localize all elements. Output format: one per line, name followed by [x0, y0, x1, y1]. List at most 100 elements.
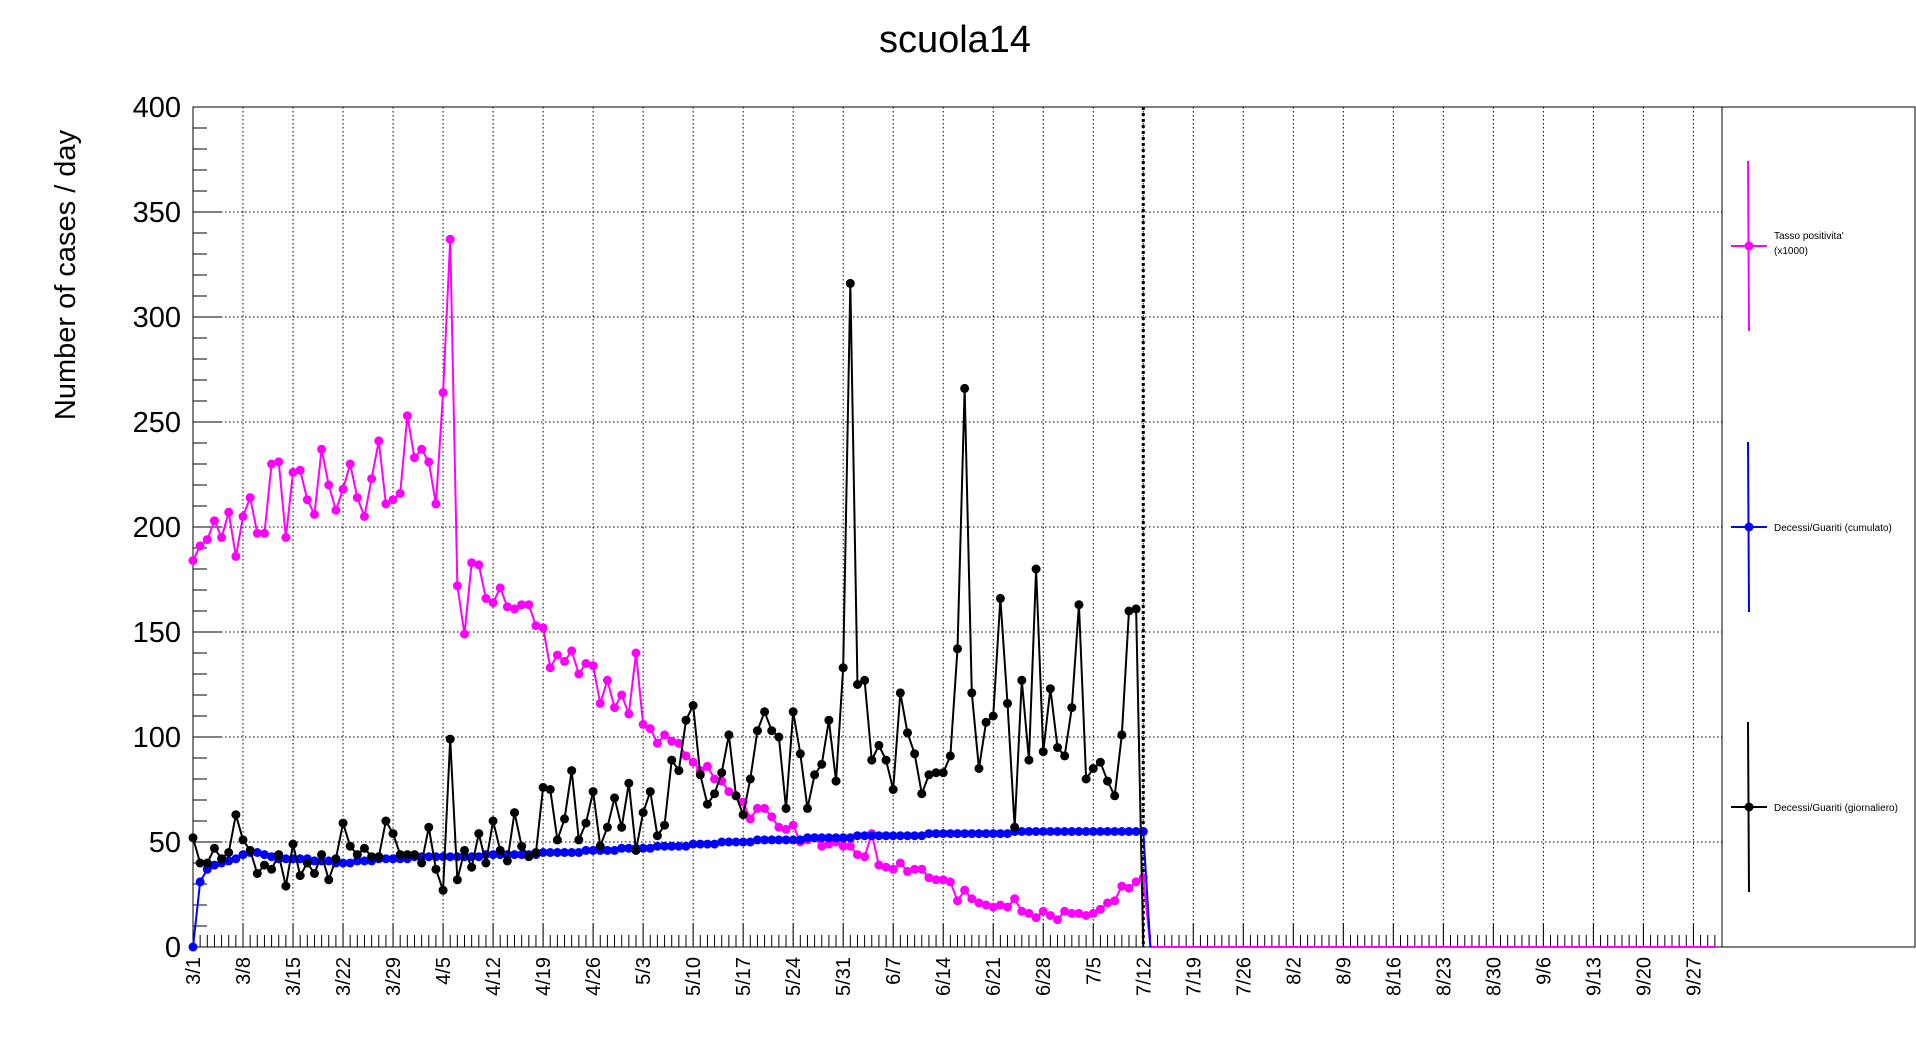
data-point [517, 841, 527, 851]
data-point [788, 707, 798, 717]
data-point [617, 690, 627, 700]
data-point [588, 845, 598, 855]
data-point [481, 858, 491, 868]
data-point [259, 860, 269, 870]
data-point [1031, 564, 1041, 574]
data-point [552, 835, 562, 845]
data-point [738, 837, 748, 847]
x-tick-label: 6/7 [883, 957, 905, 985]
x-tick-label: 5/3 [633, 957, 655, 985]
legend-item: Decessi/Guariti (cumulato) [1731, 441, 1892, 613]
data-point [867, 755, 877, 765]
x-tick-label: 6/21 [983, 957, 1005, 996]
data-point [645, 843, 655, 853]
data-point [381, 816, 391, 826]
data-point [1117, 730, 1127, 740]
data-point [867, 831, 877, 841]
x-tick-label: 3/29 [383, 957, 405, 996]
data-point [1124, 883, 1134, 893]
data-point [574, 835, 584, 845]
axes: 0 50 100 150 200 250 300 350 400 3/1 3/8 3/15 3/22 3/… [133, 92, 1723, 996]
data-point [902, 831, 912, 841]
data-point [567, 646, 577, 656]
data-point [688, 701, 698, 710]
data-point [274, 850, 284, 860]
data-point [910, 831, 920, 841]
x-tick-label: 7/12 [1133, 957, 1155, 996]
data-point [388, 495, 398, 505]
data-point [845, 841, 855, 851]
data-point [924, 770, 934, 780]
data-point [424, 852, 434, 862]
data-point [1060, 827, 1070, 836]
data-point [824, 839, 834, 849]
data-point [317, 850, 327, 860]
data-point [774, 835, 784, 845]
data-point [574, 669, 584, 679]
data-point [274, 457, 284, 467]
x-tick-label: 8/2 [1283, 957, 1305, 985]
data-point [702, 799, 712, 809]
data-point [931, 875, 941, 885]
data-point [874, 740, 884, 750]
y-tick-label: 300 [133, 302, 181, 334]
data-point [967, 688, 977, 698]
data-point [1081, 911, 1091, 920]
data-point [760, 803, 770, 813]
x-tick-label: 5/24 [783, 957, 805, 996]
data-point [224, 848, 234, 857]
data-point [781, 824, 791, 834]
data-point [338, 818, 348, 828]
data-point [345, 858, 355, 868]
x-tick-label: 6/14 [933, 957, 955, 996]
data-point [295, 465, 305, 475]
data-point [602, 675, 612, 685]
data-point [660, 730, 670, 740]
data-point [367, 474, 377, 484]
data-point [860, 852, 870, 862]
data-point [374, 852, 384, 862]
data-point [817, 841, 827, 851]
data-point [259, 528, 269, 538]
data-point [960, 383, 970, 393]
data-point [195, 877, 205, 887]
data-point [852, 831, 862, 841]
data-point [510, 604, 520, 614]
data-point [231, 810, 241, 820]
y-tick-label: 0 [165, 932, 181, 964]
data-point [595, 841, 605, 851]
data-point [1088, 764, 1098, 773]
data-point [652, 841, 662, 851]
data-point [610, 703, 620, 713]
data-point [981, 900, 991, 910]
data-point [517, 850, 527, 860]
data-point [224, 507, 234, 517]
data-point [917, 864, 927, 874]
grid-lines [193, 107, 1722, 947]
data-point [624, 709, 634, 719]
data-point [1117, 827, 1127, 836]
data-point [960, 885, 970, 895]
data-point [1024, 827, 1034, 836]
data-point [409, 453, 419, 463]
data-point [238, 850, 248, 860]
data-point [488, 850, 498, 860]
data-point [431, 864, 441, 874]
data-point [802, 803, 812, 813]
data-point [895, 688, 905, 698]
data-point [252, 528, 262, 538]
data-point [245, 493, 255, 503]
data-point [231, 551, 241, 561]
x-tick-label: 7/5 [1083, 957, 1105, 985]
data-point [1038, 827, 1048, 836]
data-point [195, 541, 205, 551]
legend-marker [1744, 802, 1754, 812]
legend: Tasso positivita' (x1000) Decessi/Guariti … [1721, 106, 1916, 948]
data-point [202, 535, 212, 545]
data-point [409, 850, 419, 860]
data-point [1067, 908, 1077, 918]
data-point [567, 848, 577, 857]
data-point [352, 850, 362, 860]
data-point [388, 854, 398, 864]
